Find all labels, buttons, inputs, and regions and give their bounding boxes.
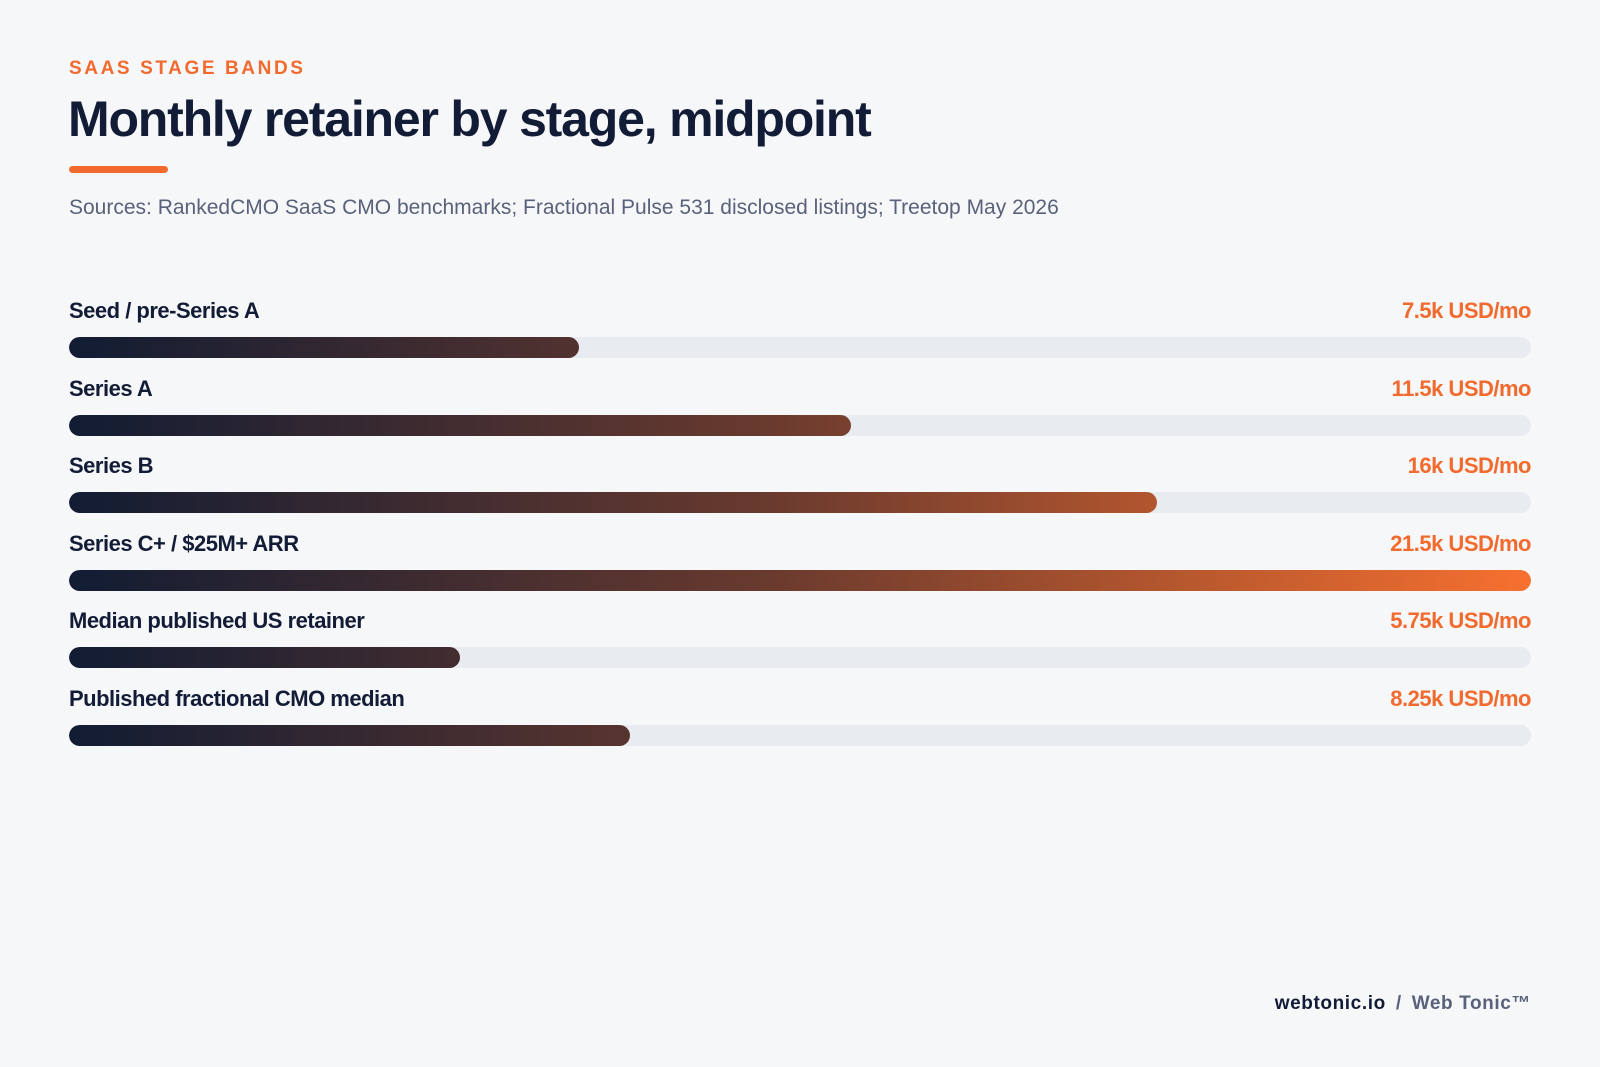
bar-row: Seed / pre-Series A 7.5k USD/mo	[69, 296, 1532, 374]
bar-track	[69, 492, 1531, 513]
bar-label: Published fractional CMO median	[69, 685, 405, 711]
bar-value-label: 11.5k USD/mo	[1391, 375, 1531, 401]
bar-chart: Seed / pre-Series A 7.5k USD/mo Series A 11…	[69, 296, 1532, 762]
bar-row: Series B 16k USD/mo	[69, 451, 1532, 529]
footer-credit: webtonic.io / Web Tonic™	[1275, 993, 1531, 1015]
bar-row: Series A 11.5k USD/mo	[69, 374, 1531, 452]
bar-track	[69, 414, 1531, 436]
title-underline	[69, 166, 168, 173]
bar-label: Median published US retainer	[69, 608, 365, 633]
bar	[69, 492, 1157, 513]
footer-brand: Web Tonic™	[1411, 993, 1531, 1014]
bar-track	[69, 724, 1531, 746]
bar-label: Series A	[69, 375, 153, 401]
bar-row: Median published US retainer 5.75k USD/mo	[69, 606, 1531, 684]
bar-track	[69, 647, 1531, 668]
chart-title: Monthly retainer by stage, midpoint	[68, 91, 872, 147]
bar-row: Published fractional CMO median 8.25k USD…	[69, 684, 1531, 762]
footer-separator: /	[1395, 993, 1402, 1014]
bar-value-label: 7.5k USD/mo	[1402, 298, 1532, 323]
bar-value-label: 21.5k USD/mo	[1390, 530, 1531, 556]
bar	[69, 647, 460, 668]
bar-row: Series C+ / $25M+ ARR 21.5k USD/mo	[69, 529, 1531, 607]
footer-site-link[interactable]: webtonic.io	[1274, 993, 1386, 1014]
bar	[69, 569, 1531, 591]
chart-sources: Sources: RankedCMO SaaS CMO benchmarks; …	[69, 196, 1059, 219]
bar-label: Series C+ / $25M+ ARR	[69, 530, 299, 556]
chart-eyebrow: SAAS STAGE BANDS	[69, 58, 306, 79]
bar-value-label: 5.75k USD/mo	[1390, 608, 1531, 633]
bar-track	[69, 569, 1531, 591]
bar	[69, 414, 851, 436]
bar	[69, 724, 630, 746]
bar-label: Series B	[69, 453, 154, 478]
bar-value-label: 8.25k USD/mo	[1390, 685, 1531, 711]
bar	[69, 337, 579, 358]
bar-track	[69, 337, 1531, 358]
bar-label: Seed / pre-Series A	[69, 298, 260, 323]
bar-value-label: 16k USD/mo	[1407, 453, 1532, 478]
